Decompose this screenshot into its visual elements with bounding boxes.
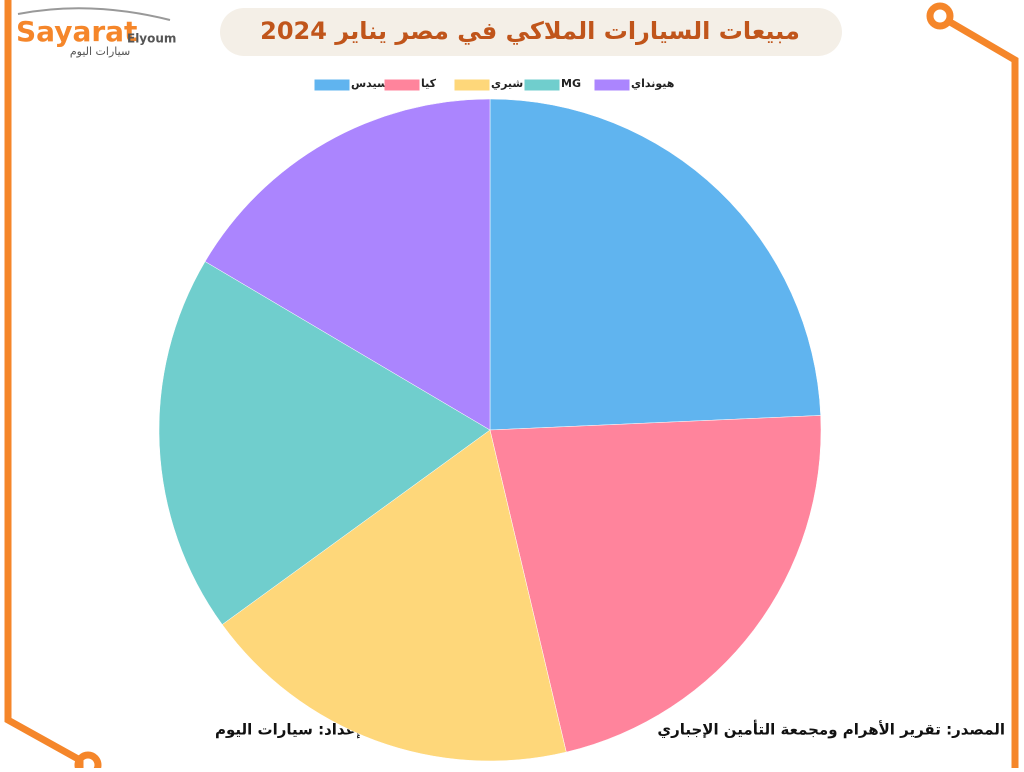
pie-slice xyxy=(158,261,491,625)
source: المصدر: تقرير الأهرام ومجمعة التأمين الإ… xyxy=(657,720,1005,740)
legend-swatch xyxy=(524,79,560,91)
logo-suffix: Elyoum xyxy=(127,32,176,46)
title-bg xyxy=(220,8,842,56)
legend-swatch xyxy=(594,79,630,91)
legend-swatch xyxy=(314,79,350,91)
logo-swoosh xyxy=(17,7,171,21)
logo-arabic: سيارات اليوم xyxy=(70,45,130,58)
legend-swatch xyxy=(384,79,420,91)
legend-label: MG xyxy=(561,77,581,90)
legend-swatch xyxy=(454,79,490,91)
credit: إعداد: سيارات اليوم xyxy=(215,721,361,739)
decor xyxy=(4,0,1019,772)
pie-slice xyxy=(489,415,822,753)
legend-label: هيونداي xyxy=(631,77,674,90)
pie-slice xyxy=(221,429,567,762)
chart-title: مبيعات السيارات الملاكي في مصر يناير 202… xyxy=(260,17,800,45)
legend-label: كيا xyxy=(421,77,437,90)
logo-name: Sayarat xyxy=(16,15,137,48)
pie-slice xyxy=(204,98,491,431)
legend-label: شيري xyxy=(491,77,523,90)
pie-slice xyxy=(489,98,821,431)
